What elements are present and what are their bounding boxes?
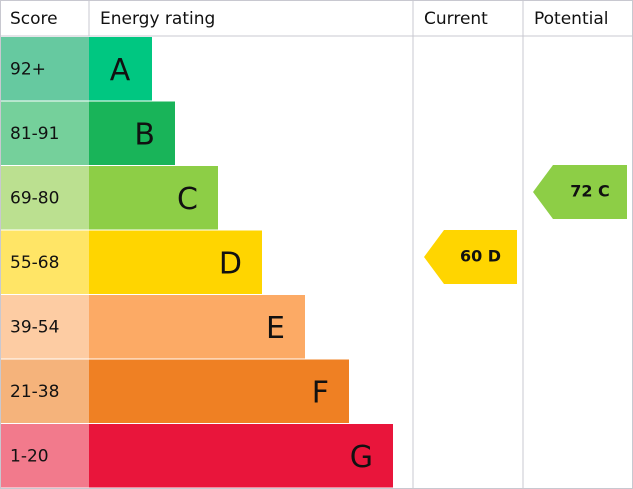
score-cell bbox=[1, 37, 89, 101]
rating-bar bbox=[89, 359, 349, 423]
rating-bar bbox=[89, 37, 152, 101]
rating-arrow bbox=[533, 165, 627, 219]
rating-letter: D bbox=[219, 246, 242, 281]
rating-letter: F bbox=[312, 375, 329, 410]
rating-bar bbox=[89, 166, 218, 230]
score-label: 1-20 bbox=[10, 446, 49, 466]
arrow-label: 72 C bbox=[570, 182, 610, 201]
header: Score bbox=[10, 9, 58, 29]
rating-bar bbox=[89, 295, 305, 359]
score-label: 55-68 bbox=[10, 253, 59, 273]
header: Current bbox=[424, 9, 488, 29]
rating-letter: B bbox=[134, 117, 155, 152]
rating-letter: C bbox=[177, 182, 198, 217]
score-label: 39-54 bbox=[10, 317, 59, 337]
rating-bar bbox=[89, 424, 393, 488]
rating-letter: G bbox=[350, 440, 373, 475]
score-cell bbox=[1, 424, 89, 488]
rating-letter: E bbox=[266, 311, 285, 346]
header: Potential bbox=[534, 9, 608, 29]
rating-bar bbox=[89, 101, 175, 165]
score-label: 21-38 bbox=[10, 382, 59, 402]
score-label: 69-80 bbox=[10, 188, 59, 208]
rating-bar bbox=[89, 230, 262, 294]
score-label: 92+ bbox=[10, 59, 46, 79]
score-cell bbox=[1, 359, 89, 423]
score-label: 81-91 bbox=[10, 124, 59, 144]
rating-arrow bbox=[424, 230, 517, 284]
arrow-label: 60 D bbox=[460, 247, 501, 266]
header: Energy rating bbox=[100, 9, 215, 29]
score-cell bbox=[1, 295, 89, 359]
rating-letter: A bbox=[110, 53, 131, 88]
score-cell bbox=[1, 230, 89, 294]
score-cell bbox=[1, 101, 89, 165]
score-cell bbox=[1, 166, 89, 230]
